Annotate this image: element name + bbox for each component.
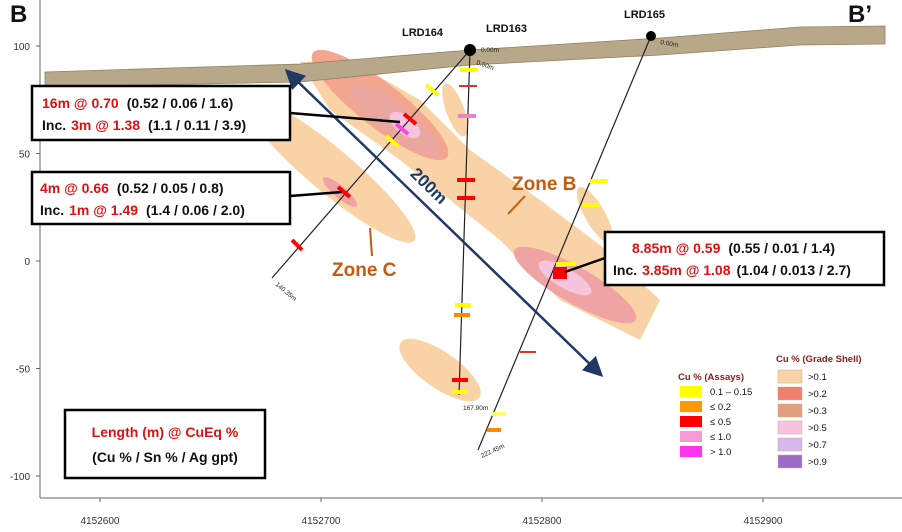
callout-line: Inc. 3.85m @ 1.08 (1.04 / 0.013 / 2.7) (613, 262, 851, 278)
legend-label: ≤ 0.5 (710, 417, 731, 428)
zone-label: Zone B (512, 174, 576, 195)
assay (553, 267, 567, 279)
callout-line: Inc. 3m @ 1.38 (1.1 / 0.11 / 3.9) (42, 117, 246, 133)
legend-swatch (680, 431, 702, 442)
legend-label: >0.5 (808, 423, 827, 434)
legend-swatch (777, 437, 803, 452)
legend-swatch (777, 386, 803, 401)
section-label: B (10, 1, 27, 28)
detail: (1.1 / 0.11 / 3.9) (148, 117, 246, 133)
interval: 3.85m @ 1.08 (642, 262, 731, 278)
depth-label: 167.90m (463, 405, 488, 412)
legend-label: >0.3 (808, 406, 827, 417)
shell-low (399, 338, 481, 402)
legend-label: >0.9 (808, 457, 827, 468)
legend-swatch (680, 386, 702, 397)
legend-label: > 1.0 (710, 447, 731, 458)
legend-swatch (777, 369, 803, 384)
section-label: B’ (848, 1, 872, 28)
legend-swatch (680, 416, 702, 427)
legend-label: >0.1 (808, 372, 827, 383)
y-tick-label: 0 (24, 257, 30, 268)
y-tick-label: -100 (10, 472, 30, 483)
zone-leader (369, 227, 373, 257)
detail: (0.52 / 0.05 / 0.8) (117, 180, 224, 196)
legend-title: Cu % (Grade Shell) (776, 354, 862, 365)
detail: (1.4 / 0.06 / 2.0) (146, 202, 245, 218)
x-tick-label: 4152600 (81, 516, 120, 527)
depth-label: 0.00m (481, 47, 499, 54)
legend: Cu % (Assays) Cu % (Grade Shell) 0.1 – 0… (678, 354, 862, 469)
legend-label: >0.7 (808, 440, 827, 451)
detail: (0.52 / 0.06 / 1.6) (127, 95, 234, 111)
collar (464, 44, 476, 56)
interval: 1m @ 1.49 (69, 202, 138, 218)
callout-line: 16m @ 0.70 (0.52 / 0.06 / 1.6) (42, 95, 233, 111)
x-tick-label: 4152700 (302, 516, 341, 527)
depth-label: 0.00m (660, 39, 679, 49)
leader (289, 190, 343, 198)
legend-swatch (777, 454, 803, 469)
depth-label: 222.45m (480, 443, 506, 460)
leader (289, 111, 401, 124)
hole-name: LRD165 (624, 9, 665, 21)
x-tick-label: 4152900 (744, 516, 783, 527)
interval: 16m @ 0.70 (42, 95, 119, 111)
y-tick-label: 100 (13, 42, 30, 53)
legend-swatch (680, 401, 702, 412)
leader (564, 256, 606, 274)
callout-line: 8.85m @ 0.59 (0.55 / 0.01 / 1.4) (632, 240, 835, 256)
legend-label: >0.2 (808, 389, 827, 400)
legend-title: Cu % (Assays) (678, 372, 744, 383)
inc: Inc. (613, 262, 637, 278)
depth-label: 140.35m (274, 281, 298, 303)
zone-leader (507, 195, 526, 215)
callout-box (603, 230, 886, 287)
collar (646, 31, 656, 41)
key-line: Length (m) @ CuEq % (92, 424, 239, 440)
y-tick-label: -50 (16, 365, 31, 376)
legend-swatch (777, 420, 803, 435)
interval: 3m @ 1.38 (71, 117, 140, 133)
callout-line: Inc. 1m @ 1.49 (1.4 / 0.06 / 2.0) (40, 202, 245, 218)
key-box (63, 408, 267, 480)
inc: Inc. (42, 117, 66, 133)
inc: Inc. (40, 202, 64, 218)
scale-arrow (284, 69, 604, 377)
callout-box (30, 170, 292, 226)
legend-label: ≤ 1.0 (710, 432, 731, 443)
legend-swatch (777, 403, 803, 418)
detail: (1.04 / 0.013 / 2.7) (737, 262, 851, 278)
x-tick-label: 4152800 (523, 516, 562, 527)
detail: (0.55 / 0.01 / 1.4) (728, 240, 835, 256)
interval: 4m @ 0.66 (40, 180, 109, 196)
interval: 8.85m @ 0.59 (632, 240, 721, 256)
legend-label: 0.1 – 0.15 (710, 387, 752, 398)
hole-name: LRD163 (486, 23, 527, 35)
key-line: (Cu % / Sn % / Ag gpt) (92, 449, 238, 465)
zone-label: Zone C (332, 260, 397, 281)
y-tick-label: 50 (19, 150, 31, 161)
callout-box (30, 84, 292, 142)
callout-line: 4m @ 0.66 (0.52 / 0.05 / 0.8) (40, 180, 224, 196)
legend-label: ≤ 0.2 (710, 402, 731, 413)
hole-name: LRD164 (402, 27, 444, 39)
legend-swatch (680, 446, 702, 457)
